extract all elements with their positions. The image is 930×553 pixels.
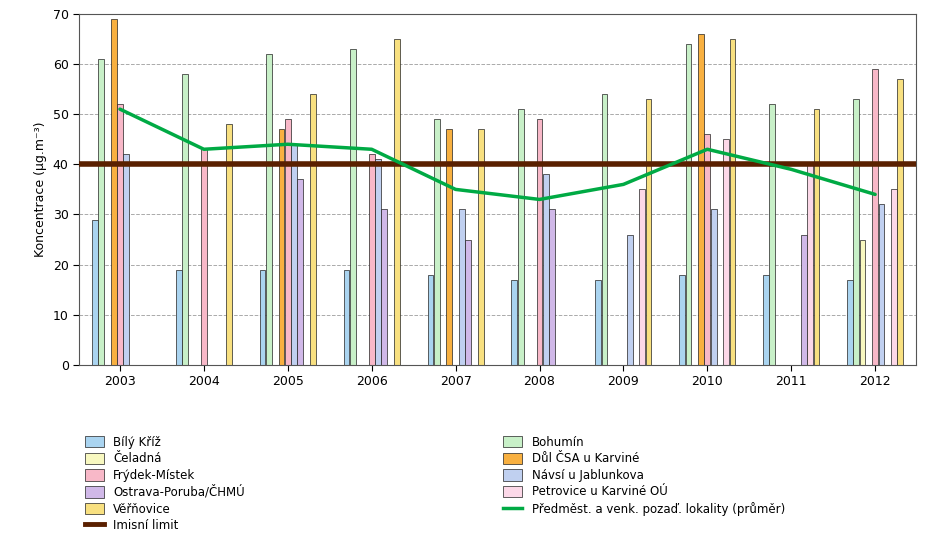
Bar — [433, 119, 440, 365]
Bar — [111, 19, 116, 365]
Bar — [394, 39, 400, 365]
Bar — [704, 134, 711, 365]
Bar — [350, 49, 355, 365]
Bar — [847, 280, 853, 365]
Bar — [428, 275, 433, 365]
Bar — [724, 139, 729, 365]
Bar — [285, 119, 291, 365]
Bar — [182, 74, 188, 365]
Bar — [310, 94, 316, 365]
Bar — [769, 104, 776, 365]
Bar — [640, 189, 645, 365]
Bar — [891, 189, 897, 365]
Bar — [897, 79, 903, 365]
Bar — [859, 239, 866, 365]
Bar — [465, 239, 472, 365]
Bar — [298, 179, 303, 365]
Bar — [226, 124, 232, 365]
Bar — [801, 234, 806, 365]
Bar — [711, 210, 716, 365]
Y-axis label: Koncentrace (µg.m⁻³): Koncentrace (µg.m⁻³) — [34, 122, 47, 257]
Bar — [176, 270, 181, 365]
Bar — [117, 104, 123, 365]
Bar — [730, 39, 736, 365]
Bar — [807, 164, 813, 365]
Bar — [201, 149, 206, 365]
Bar — [375, 159, 381, 365]
Bar — [685, 44, 691, 365]
Bar — [381, 210, 387, 365]
Bar — [259, 270, 265, 365]
Bar — [92, 220, 98, 365]
Bar — [369, 154, 375, 365]
Bar — [854, 99, 859, 365]
Bar — [879, 205, 884, 365]
Bar — [518, 109, 524, 365]
Legend: Bohumín, Důl ČSA u Karviné, Návsí u Jablunkova, Petrovice u Karviné OÚ, Předměst: Bohumín, Důl ČSA u Karviné, Návsí u Jabl… — [503, 436, 785, 516]
Bar — [124, 154, 129, 365]
Bar — [343, 270, 350, 365]
Bar — [279, 129, 285, 365]
Bar — [679, 275, 685, 365]
Bar — [764, 275, 769, 365]
Bar — [459, 210, 465, 365]
Bar — [814, 109, 819, 365]
Bar — [645, 99, 652, 365]
Bar — [872, 69, 878, 365]
Bar — [595, 280, 601, 365]
Bar — [478, 129, 484, 365]
Bar — [550, 210, 555, 365]
Bar — [512, 280, 517, 365]
Bar — [266, 54, 272, 365]
Bar — [602, 94, 607, 365]
Bar — [446, 129, 452, 365]
Bar — [291, 144, 297, 365]
Bar — [543, 174, 549, 365]
Bar — [698, 34, 704, 365]
Bar — [99, 59, 104, 365]
Bar — [537, 119, 542, 365]
Bar — [627, 234, 632, 365]
